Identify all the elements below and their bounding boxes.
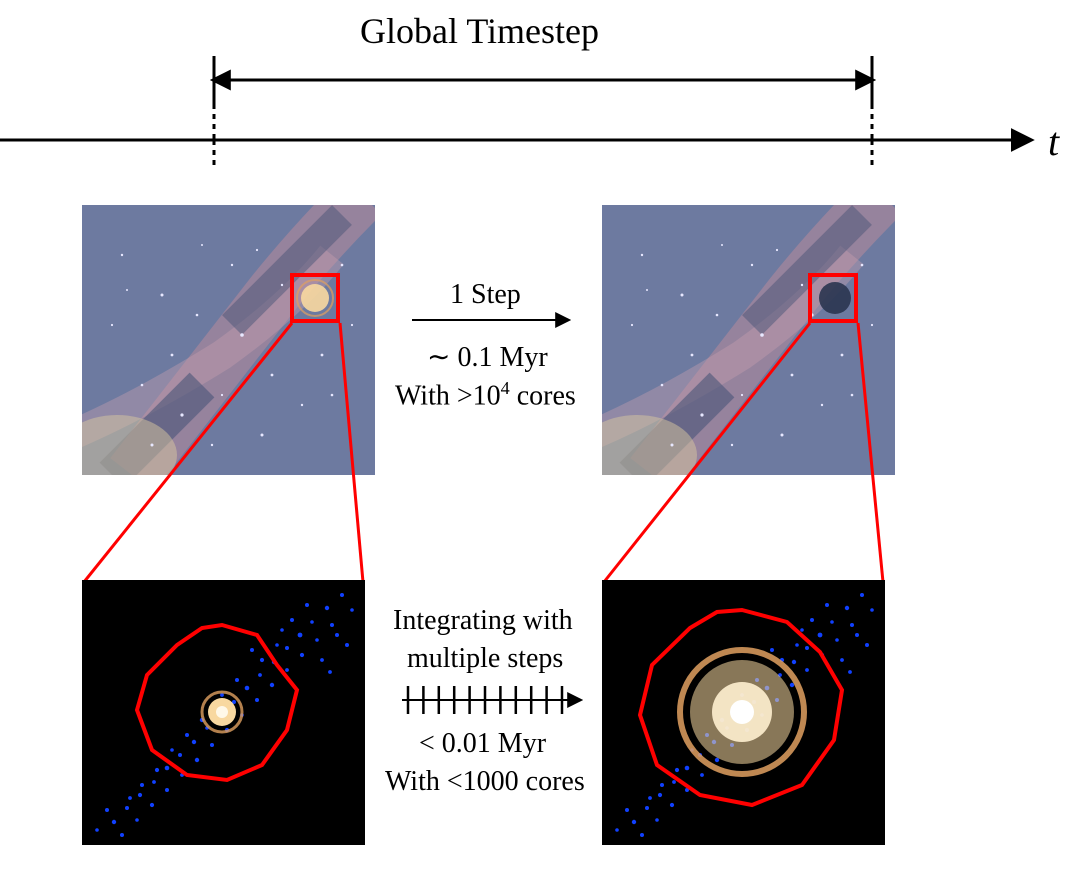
multi-label-4: With <1000 cores (385, 766, 585, 798)
multi-label-3: < 0.01 Myr (419, 728, 546, 760)
multi-label-1: Integrating with (393, 605, 573, 637)
multi-label-2: multiple steps (407, 643, 563, 675)
